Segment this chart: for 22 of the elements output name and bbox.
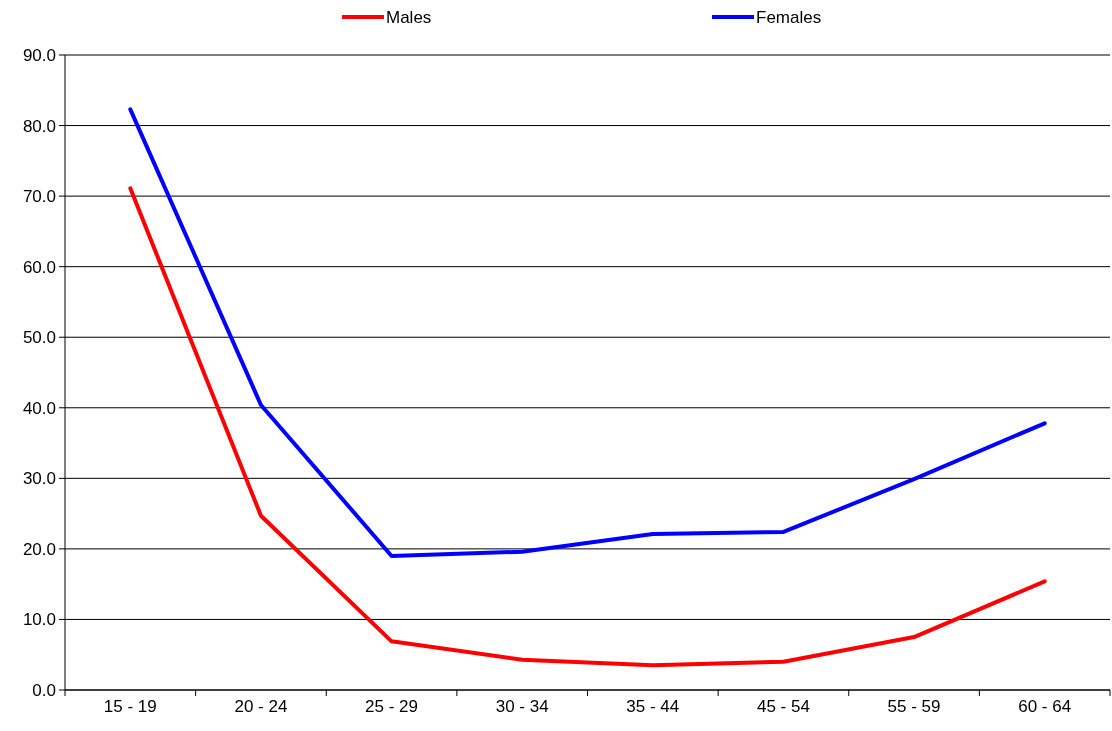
x-tick-label: 15 - 19 xyxy=(103,697,157,716)
y-tick-label: 70.0 xyxy=(22,187,56,207)
legend-label: Males xyxy=(386,7,432,27)
y-tick-label: 60.0 xyxy=(22,257,56,277)
x-tick-label: 30 - 34 xyxy=(495,697,549,716)
x-tick-label: 45 - 54 xyxy=(756,697,810,716)
y-tick-label: 50.0 xyxy=(22,328,56,348)
y-tick-label: 80.0 xyxy=(22,116,56,136)
x-tick-label: 20 - 24 xyxy=(234,697,288,716)
line-series xyxy=(128,186,1047,668)
y-tick-label: 90.0 xyxy=(22,45,56,65)
line-series xyxy=(128,107,1047,558)
y-tick-label: 20.0 xyxy=(22,539,56,559)
x-tick-label: 35 - 44 xyxy=(626,697,680,716)
x-tick-label: 55 - 59 xyxy=(887,697,941,716)
y-tick-label: 30.0 xyxy=(22,469,56,489)
x-tick-label: 25 - 29 xyxy=(365,697,419,716)
y-tick-label: 0.0 xyxy=(32,680,56,700)
y-tick-label: 40.0 xyxy=(22,398,56,418)
y-tick-label: 10.0 xyxy=(22,610,56,630)
x-tick-label: 60 - 64 xyxy=(1018,697,1072,716)
legend-label: Females xyxy=(756,7,822,27)
